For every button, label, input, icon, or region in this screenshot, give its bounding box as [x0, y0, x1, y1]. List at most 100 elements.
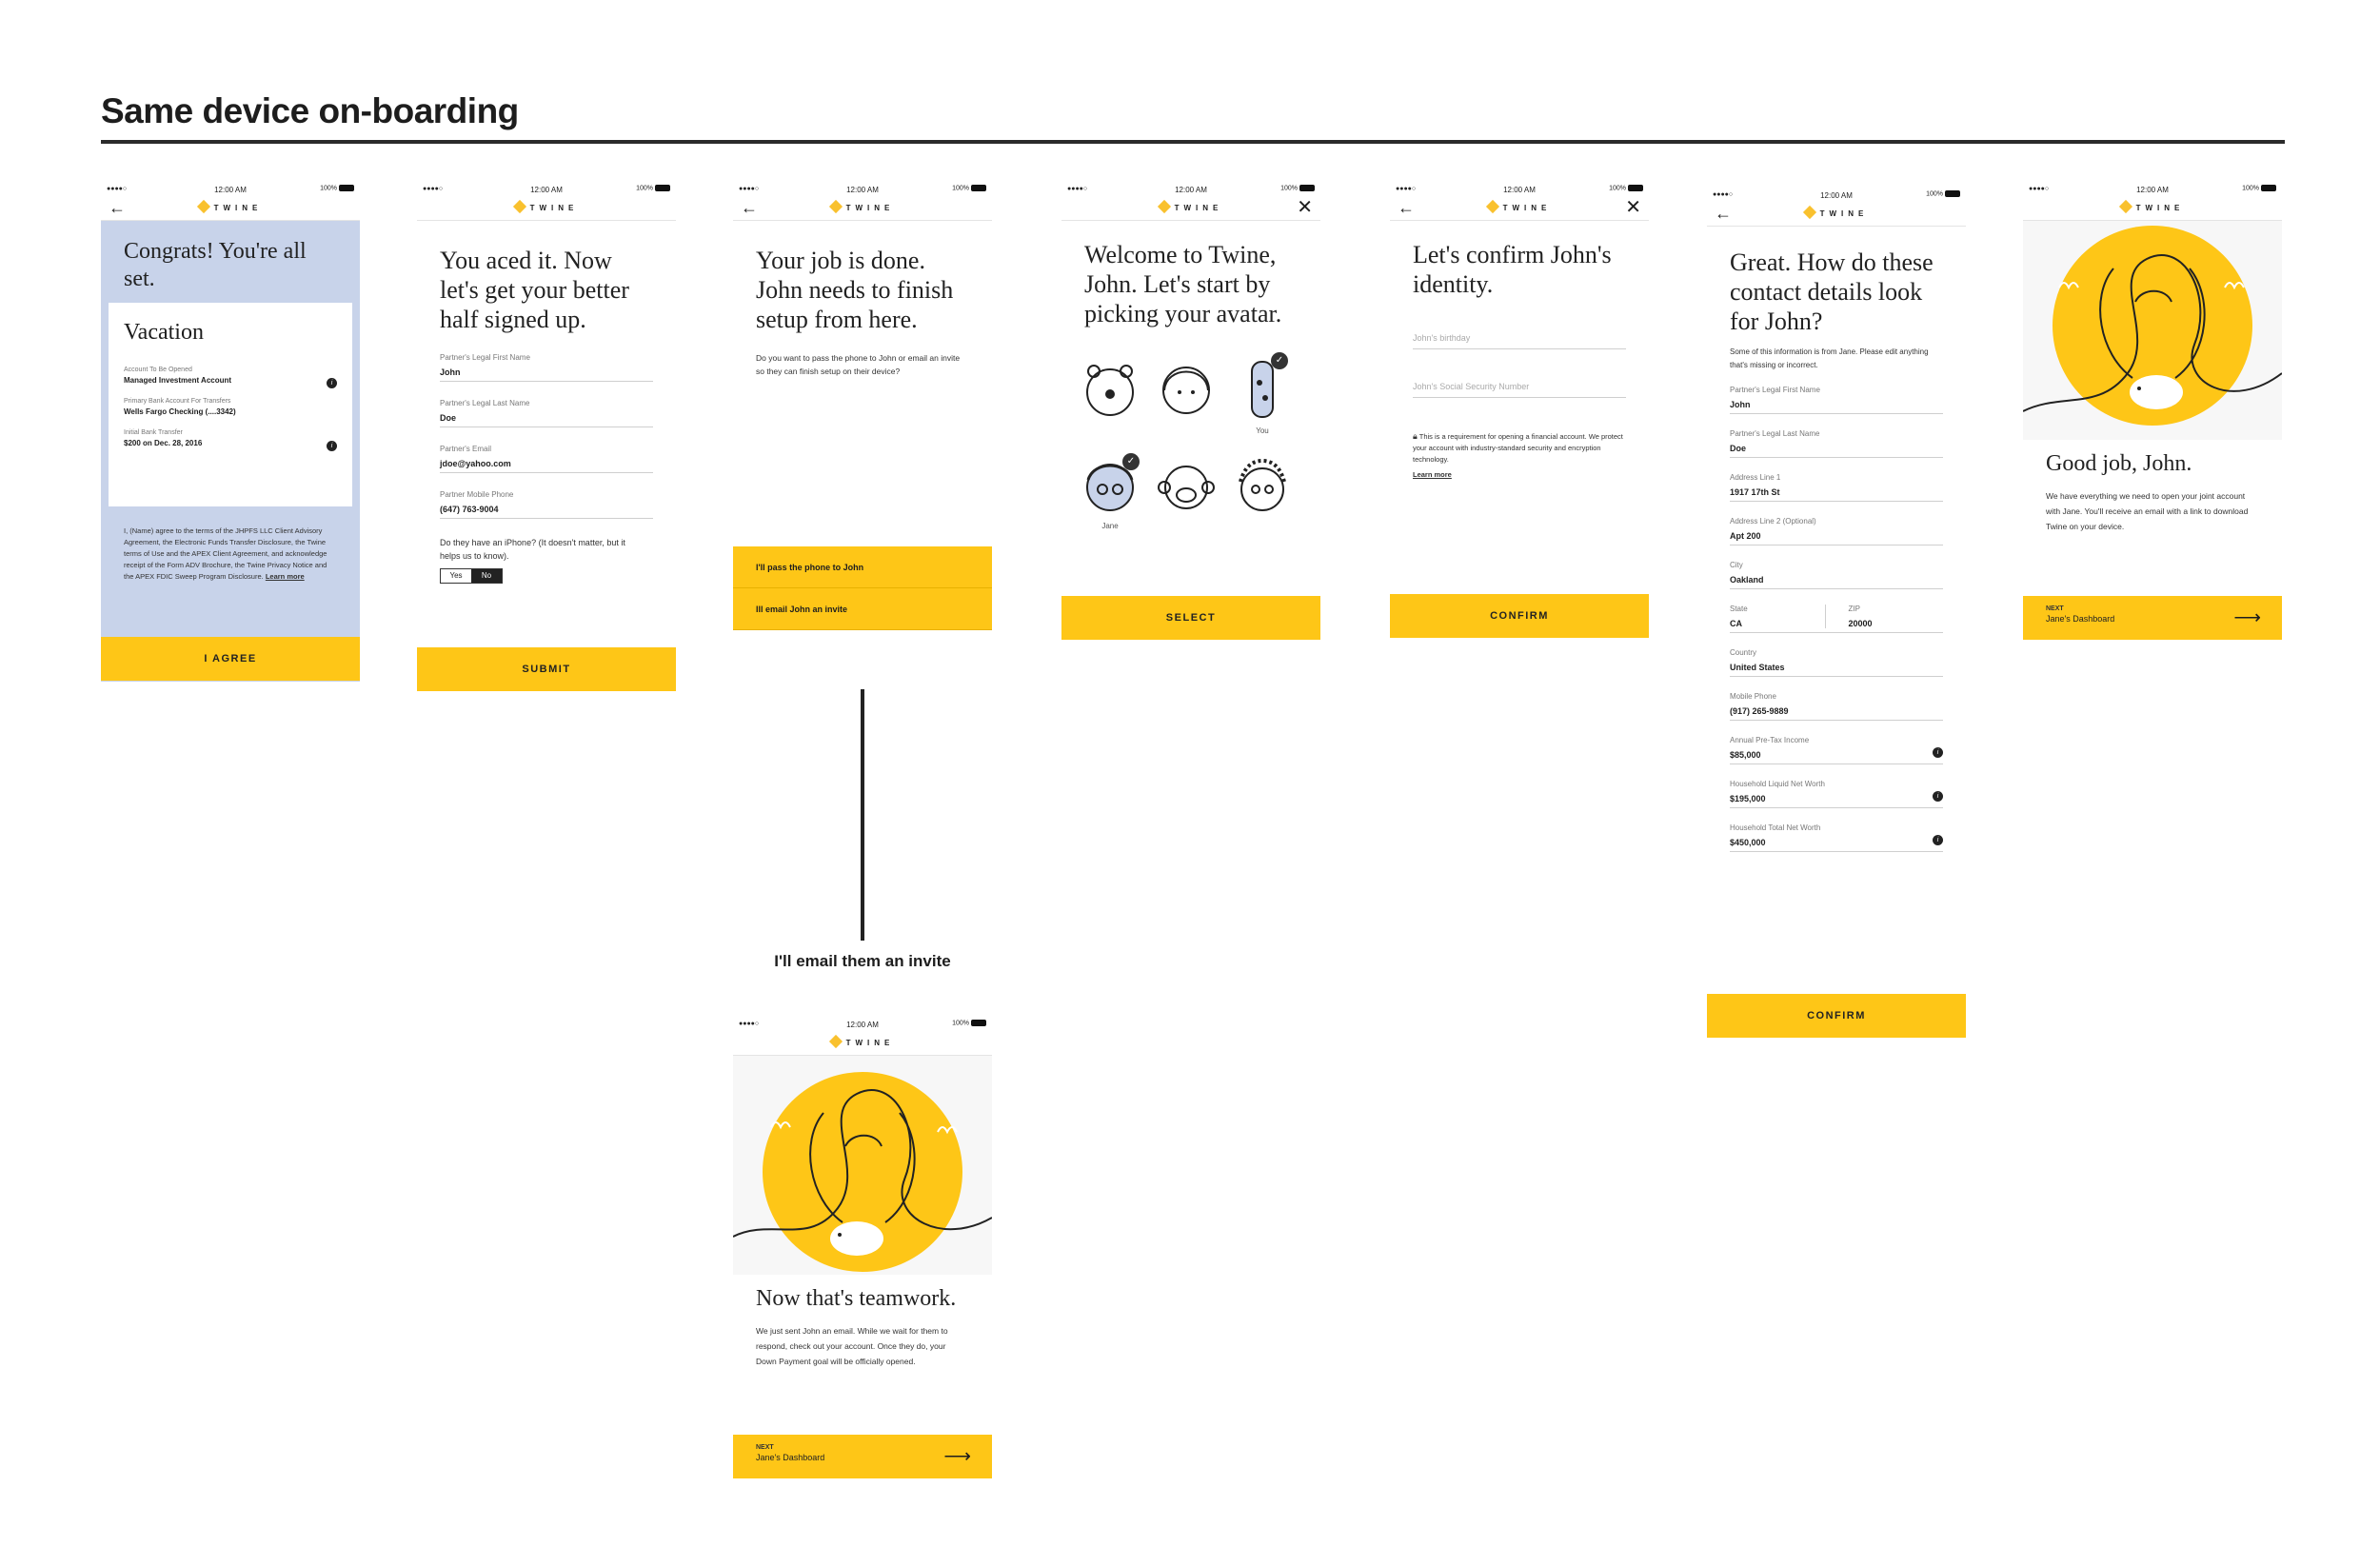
select-button[interactable]: SELECT — [1061, 596, 1320, 640]
field-label: Partner's Legal First Name — [440, 353, 530, 362]
card-row-value: $200 on Dec. 28, 2016 — [124, 439, 203, 447]
country-field[interactable]: Country United States — [1730, 648, 1943, 677]
state-field[interactable]: State CA — [1730, 605, 1826, 628]
status-bar: ●●●●○ 12:00 AM 100% — [1707, 183, 1966, 204]
mobile-phone-field[interactable]: Mobile Phone (917) 265-9889 — [1730, 692, 1943, 721]
status-time: 12:00 AM — [1175, 186, 1207, 194]
girl-avatar-icon[interactable] — [1157, 356, 1216, 421]
total-net-worth-field[interactable]: Household Total Net Worth $450,000 i — [1730, 823, 1943, 852]
field-label: Partner's Legal Last Name — [1730, 429, 1820, 438]
liquid-net-worth-field[interactable]: Household Liquid Net Worth $195,000 i — [1730, 780, 1943, 808]
last-name-field[interactable]: Partner's Legal Last Name Doe — [440, 399, 653, 427]
nav-bar: ← TWINE — [1707, 204, 1966, 227]
twine-logo-icon — [2118, 199, 2132, 214]
twine-logo-icon — [1802, 205, 1816, 220]
field-value: CA — [1730, 619, 1742, 628]
status-bar: ●●●●○ 12:00 AM 100% — [1390, 177, 1649, 198]
first-name-field[interactable]: Partner's Legal First Name John — [1730, 386, 1943, 414]
last-name-field[interactable]: Partner's Legal Last Name Doe — [1730, 429, 1943, 458]
status-time: 12:00 AM — [1820, 191, 1853, 200]
battery-level: 100% — [952, 1020, 969, 1027]
logo-text: TWINE — [1502, 204, 1552, 212]
account-card: Vacation Account To Be Opened Managed In… — [109, 303, 352, 506]
email-field[interactable]: Partner's Email jdoe@yahoo.com — [440, 445, 653, 473]
job-done-body: Do you want to pass the phone to John or… — [756, 353, 961, 376]
zip-field[interactable]: ZIP 20000 — [1826, 605, 1944, 628]
info-icon[interactable]: i — [327, 441, 337, 451]
email-invite-option[interactable]: Ill email John an invite — [733, 588, 992, 630]
security-note: 🔒︎ This is a requirement for opening a f… — [1390, 430, 1649, 481]
pass-phone-option[interactable]: I'll pass the phone to John — [733, 546, 992, 588]
teamwork-heading: Now that's teamwork. — [756, 1286, 957, 1311]
monkey-avatar-icon[interactable] — [1157, 453, 1216, 518]
toggle-no[interactable]: No — [471, 569, 502, 583]
battery-level: 100% — [2242, 185, 2259, 192]
confirm-button[interactable]: CONFIRM — [1390, 594, 1649, 638]
back-arrow-icon[interactable]: ← — [741, 198, 758, 217]
field-value: $450,000 — [1730, 838, 1766, 847]
next-dashboard-button[interactable]: NEXT Jane's Dashboard ⟶ — [733, 1435, 992, 1478]
boy-avatar-icon[interactable] — [1081, 453, 1140, 518]
birthday-input[interactable]: John's birthday — [1413, 333, 1626, 349]
info-icon[interactable]: i — [1933, 791, 1943, 802]
giraffe-avatar-icon[interactable] — [1233, 354, 1292, 419]
submit-button[interactable]: SUBMIT — [417, 647, 676, 691]
logo-text: TWINE — [1819, 209, 1869, 218]
close-icon[interactable]: ✕ — [1297, 197, 1313, 218]
back-arrow-icon[interactable]: ← — [1715, 204, 1732, 223]
battery: 100% — [952, 1020, 986, 1026]
learn-more-link[interactable]: Learn more — [265, 572, 305, 581]
agree-button[interactable]: I AGREE — [101, 637, 360, 681]
twine-logo: TWINE — [2023, 199, 2282, 214]
card-row: Initial Bank Transfer $200 on Dec. 28, 2… — [124, 429, 337, 451]
back-arrow-icon[interactable]: ← — [109, 198, 126, 217]
card-row: Account To Be Opened Managed Investment … — [124, 367, 337, 388]
status-bar: ●●●●○ 12:00 AM 100% — [101, 177, 360, 198]
battery-level: 100% — [636, 185, 653, 192]
next-dashboard-button[interactable]: NEXT Jane's Dashboard ⟶ — [2023, 596, 2282, 640]
field-value: $195,000 — [1730, 794, 1766, 803]
grandma-avatar-icon[interactable] — [1233, 453, 1292, 518]
phone-field[interactable]: Partner Mobile Phone (647) 763-9004 — [440, 490, 653, 519]
nav-bar: TWINE ✕ — [1061, 198, 1320, 221]
flow-connector — [861, 689, 864, 941]
nav-bar: ← TWINE ✕ — [1390, 198, 1649, 221]
arrow-right-icon: ⟶ — [943, 1446, 971, 1467]
income-field[interactable]: Annual Pre-Tax Income $85,000 i — [1730, 736, 1943, 764]
arrow-right-icon: ⟶ — [2233, 607, 2261, 628]
address2-field[interactable]: Address Line 2 (Optional) Apt 200 — [1730, 517, 1943, 545]
logo-text: TWINE — [1174, 204, 1223, 212]
twine-logo-icon — [828, 199, 843, 214]
twine-logo-icon — [1485, 199, 1499, 214]
field-label: Address Line 1 — [1730, 473, 1781, 482]
battery: 100% — [1609, 185, 1643, 191]
battery-icon — [2261, 185, 2276, 191]
battery: 100% — [1280, 185, 1315, 191]
couple-piggybank-illustration — [733, 1056, 992, 1275]
first-name-field[interactable]: Partner's Legal First Name John — [440, 353, 653, 382]
status-time: 12:00 AM — [530, 186, 563, 194]
info-icon[interactable]: i — [1933, 747, 1943, 758]
selected-check-icon: ✓ — [1271, 352, 1288, 369]
info-icon[interactable]: i — [327, 378, 337, 388]
battery: 100% — [320, 185, 354, 191]
signal-dots: ●●●●○ — [1713, 191, 1734, 198]
back-arrow-icon[interactable]: ← — [1398, 198, 1415, 217]
iphone-toggle[interactable]: Yes No — [440, 568, 503, 584]
status-bar: ●●●●○ 12:00 AM 100% — [417, 177, 676, 198]
city-field[interactable]: City Oakland — [1730, 561, 1943, 589]
confirm-details-button[interactable]: CONFIRM — [1707, 994, 1966, 1038]
close-icon[interactable]: ✕ — [1625, 197, 1641, 218]
learn-more-link[interactable]: Learn more — [1413, 470, 1452, 479]
ssn-input[interactable]: John's Social Security Number — [1413, 382, 1626, 398]
field-label: Annual Pre-Tax Income — [1730, 736, 1810, 744]
toggle-yes[interactable]: Yes — [449, 571, 463, 580]
bear-avatar-icon[interactable] — [1081, 356, 1140, 421]
address1-field[interactable]: Address Line 1 1917 17th St — [1730, 473, 1943, 502]
field-value: Apt 200 — [1730, 531, 1761, 541]
status-time: 12:00 AM — [1503, 186, 1536, 194]
field-label: Household Total Net Worth — [1730, 823, 1821, 832]
battery: 100% — [2242, 185, 2276, 191]
info-icon[interactable]: i — [1933, 835, 1943, 845]
logo-text: TWINE — [845, 204, 895, 212]
